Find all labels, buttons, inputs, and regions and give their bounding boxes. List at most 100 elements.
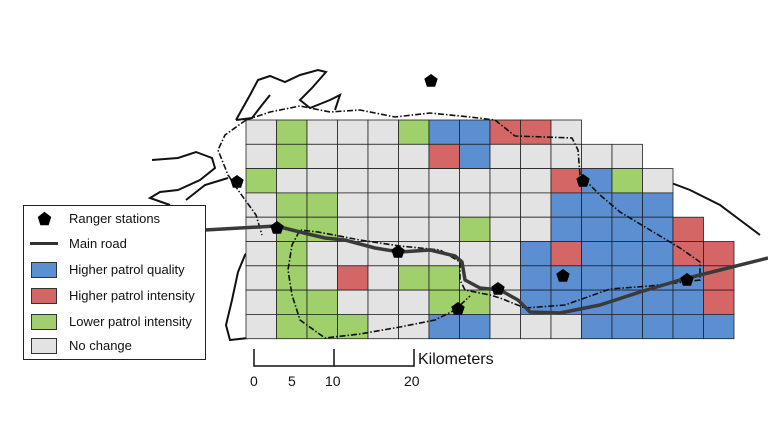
- scale-tick-20: 20: [404, 373, 420, 389]
- grid-cell: [276, 289, 308, 315]
- ranger-station-marker: [680, 273, 694, 286]
- grid-cell: [306, 265, 338, 291]
- ranger-station-marker: [391, 245, 405, 258]
- grid-cell: [489, 216, 521, 242]
- grid-cell: [306, 168, 338, 194]
- grid-cell: [642, 216, 674, 242]
- grid-cell: [642, 192, 674, 218]
- grid-cell: [398, 143, 430, 170]
- grid-cell: [276, 265, 308, 291]
- grid-cell: [428, 143, 460, 170]
- grid-cell: [337, 265, 369, 291]
- grid-cell: [428, 265, 460, 291]
- swatch-higher-intensity: [31, 288, 57, 304]
- swatch-no-change: [31, 338, 57, 354]
- ranger-station-marker: [451, 302, 465, 315]
- grid-cell: [642, 241, 674, 267]
- grid-cell: [703, 289, 735, 315]
- grid-cell: [672, 313, 704, 340]
- grid-cell: [520, 143, 552, 170]
- grid-cell: [428, 313, 460, 340]
- grid-cell: [245, 192, 277, 218]
- grid-cell: [489, 313, 521, 340]
- study-area-outline: [245, 105, 701, 339]
- grid-cell: [245, 313, 277, 340]
- grid-cell: [642, 289, 674, 315]
- grid-cell: [550, 216, 582, 242]
- ranger-station-marker: [556, 269, 570, 282]
- grid-cell: [367, 313, 399, 340]
- ranger-station-marker: [230, 175, 244, 188]
- legend-label-higher-intensity: Higher patrol intensity: [69, 288, 195, 303]
- grid-cell: [276, 143, 308, 170]
- legend-item-main-road: Main road: [24, 233, 205, 255]
- legend-item-higher-quality: Higher patrol quality: [24, 259, 205, 281]
- legend-label-ranger-stations: Ranger stations: [69, 211, 161, 226]
- grid-cell: [398, 216, 430, 242]
- legend-item-no-change: No change: [24, 335, 205, 357]
- grid-cell: [367, 289, 399, 315]
- grid-cell: [337, 192, 369, 218]
- grid-cell: [520, 168, 552, 194]
- grid-cell: [581, 265, 613, 291]
- grid-cell: [398, 192, 430, 218]
- grid-cell: [611, 265, 643, 291]
- grid-cell: [428, 119, 460, 145]
- grid-cell: [672, 216, 704, 242]
- grid-cell: [245, 216, 277, 242]
- grid-cell: [337, 119, 369, 145]
- grid-cell: [550, 119, 582, 145]
- legend-item-lower-intensity: Lower patrol intensity: [24, 311, 205, 333]
- scale-tick-10: 10: [325, 373, 341, 389]
- grid-cell: [550, 241, 582, 267]
- legend-label-lower-intensity: Lower patrol intensity: [69, 314, 192, 329]
- grid-cell: [611, 216, 643, 242]
- grid-cell: [245, 241, 277, 267]
- grid-cell: [520, 241, 552, 267]
- grid-cell: [337, 289, 369, 315]
- grid-cell: [337, 143, 369, 170]
- grid-cell: [459, 143, 491, 170]
- grid-cell: [672, 289, 704, 315]
- grid-cell: [581, 216, 613, 242]
- road-line-icon: [30, 242, 58, 245]
- grid-cell: [642, 313, 674, 340]
- grid-cell: [245, 143, 277, 170]
- grid-cell: [703, 241, 735, 267]
- grid-cell: [703, 313, 735, 340]
- grid-cell: [550, 168, 582, 194]
- grid-cell: [489, 241, 521, 267]
- grid-cell: [367, 216, 399, 242]
- swatch-lower-intensity: [31, 314, 57, 330]
- grid-cell: [581, 192, 613, 218]
- grid-cell: [611, 143, 643, 170]
- pentagon-icon: [37, 211, 52, 226]
- grid-cell: [398, 265, 430, 291]
- grid-cell: [520, 119, 552, 145]
- grid-cell: [306, 192, 338, 218]
- grid-cell: [520, 313, 552, 340]
- grid-cell: [306, 313, 338, 340]
- grid-cell: [306, 143, 338, 170]
- grid-cell: [550, 313, 582, 340]
- grid-cell: [306, 119, 338, 145]
- legend-label-no-change: No change: [69, 338, 132, 353]
- grid-cell: [428, 241, 460, 267]
- grid-cell: [367, 143, 399, 170]
- grid-cell: [459, 313, 491, 340]
- grid-cell: [642, 265, 674, 291]
- grid-cell: [245, 289, 277, 315]
- grid-cell: [367, 192, 399, 218]
- grid-cell: [520, 216, 552, 242]
- grid-cell: [642, 168, 674, 194]
- grid-cell: [367, 168, 399, 194]
- grid-cell: [581, 313, 613, 340]
- legend-label-main-road: Main road: [69, 236, 127, 251]
- grid-cell: [276, 313, 308, 340]
- grid-cell: [367, 265, 399, 291]
- grid-cell: [306, 241, 338, 267]
- legend-item-ranger-stations: Ranger stations: [24, 208, 205, 230]
- ranger-station-marker: [491, 282, 505, 295]
